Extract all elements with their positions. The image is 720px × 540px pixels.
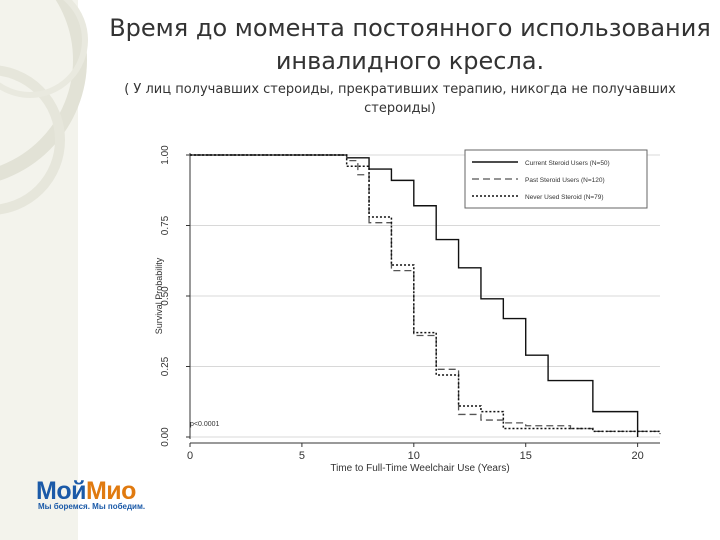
x-tick-label: 0 <box>187 450 193 462</box>
p-value-annotation: p<0.0001 <box>190 421 219 428</box>
decorative-circles <box>0 0 88 540</box>
x-tick-label: 15 <box>520 450 532 462</box>
slide-subtitle: ( У лиц получавших стероиды, прекративши… <box>124 82 676 116</box>
series-line-3 <box>190 154 660 433</box>
y-tick-label: 0.75 <box>160 215 171 235</box>
logo-wordmark: МойМио <box>36 478 136 504</box>
x-tick-label: 20 <box>631 450 643 462</box>
legend-box <box>464 149 648 209</box>
logo-part-2: Мио <box>85 477 136 505</box>
x-tick-label: 10 <box>408 450 420 462</box>
y-tick-label: 0.25 <box>160 356 171 376</box>
legend: Current Steroid Users (N=50) Past Steroid… <box>464 149 648 209</box>
logo-part-1: Мой <box>36 477 86 505</box>
slide-title: Время до момента постоянного использован… <box>109 14 711 75</box>
survival-chart: 0.00 0.25 0.50 0.75 1.00 0 5 10 15 20 p<0.0001 Ti… <box>140 138 670 473</box>
x-axis-label: Time to Full-Time Weelchair Use (Years) <box>330 463 509 473</box>
y-tick-label: 0.00 <box>160 427 171 447</box>
series-line-2 <box>190 154 661 435</box>
legend-label-2: Past Steroid Users (N=120) <box>525 177 605 184</box>
y-tick-label: 1.00 <box>160 145 171 165</box>
logo: МойМио Мы боремся. Мы победим. <box>36 478 196 512</box>
y-tick-label: 0.50 <box>160 286 171 306</box>
axes: 0.00 0.25 0.50 0.75 1.00 0 5 10 15 20 <box>160 145 660 462</box>
series-lines <box>190 154 661 437</box>
y-axis-label: Survival Probability <box>154 257 164 334</box>
legend-label-3: Never Used Steroid (N=79) <box>525 194 604 201</box>
x-tick-label: 5 <box>299 450 305 462</box>
legend-label-1: Current Steroid Users (N=50) <box>525 160 610 167</box>
logo-slogan: Мы боремся. Мы победим. <box>38 502 146 511</box>
